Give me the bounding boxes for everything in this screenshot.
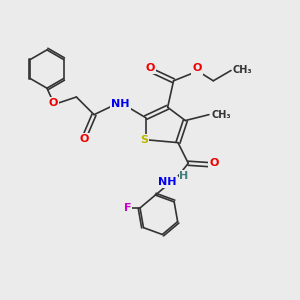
Text: F: F: [124, 203, 131, 213]
Text: O: O: [192, 63, 202, 74]
Text: NH: NH: [158, 177, 177, 188]
Text: NH: NH: [111, 99, 130, 110]
Text: H: H: [179, 171, 189, 181]
Text: O: O: [145, 63, 155, 73]
Text: S: S: [140, 135, 148, 145]
Text: CH₃: CH₃: [232, 65, 252, 76]
Text: O: O: [48, 98, 58, 108]
Text: O: O: [79, 134, 88, 144]
Text: CH₃: CH₃: [211, 110, 231, 120]
Text: O: O: [209, 158, 219, 168]
